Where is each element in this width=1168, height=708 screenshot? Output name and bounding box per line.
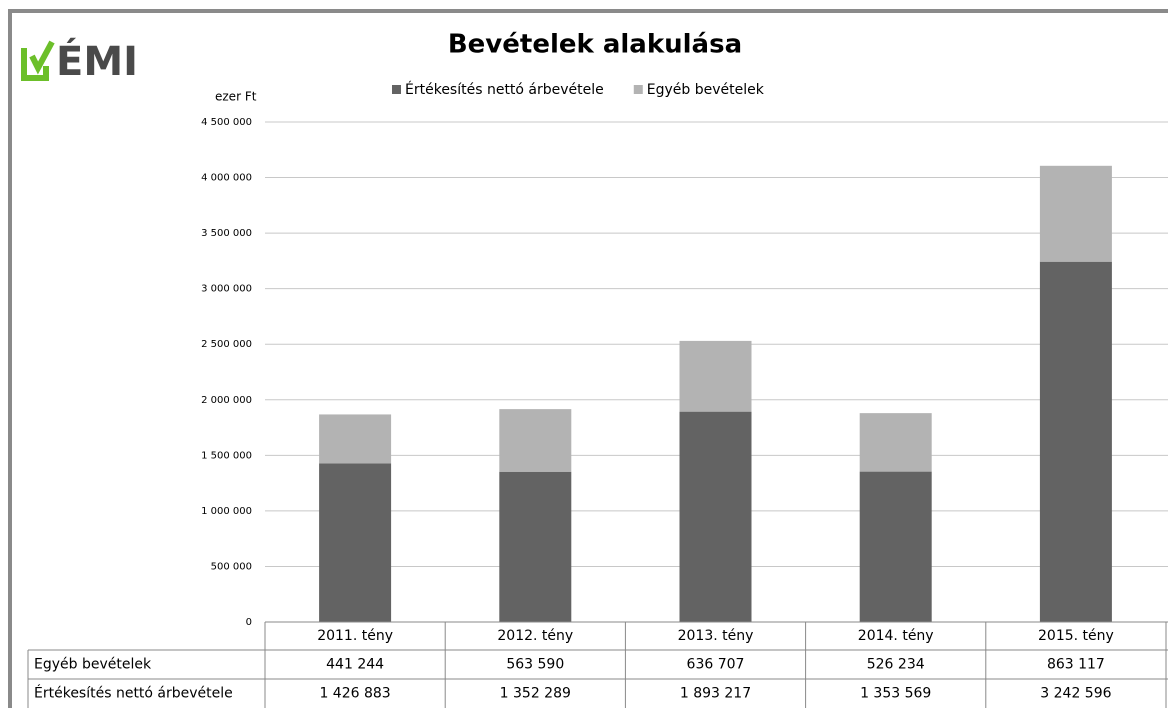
y-tick-label: 0	[246, 617, 252, 628]
table-cell: 636 707	[687, 657, 745, 673]
x-tick-label: 2011. tény	[317, 628, 393, 644]
y-tick-label: 4 000 000	[201, 173, 252, 184]
table-cell: 1 426 883	[319, 686, 390, 702]
y-tick-label: 2 500 000	[201, 339, 252, 350]
bar-segment	[499, 471, 572, 622]
table-row-label: Egyéb bevételek	[34, 657, 152, 673]
x-tick-label: 2014. tény	[858, 628, 934, 644]
legend-label: Értékesítés nettó árbevétele	[405, 81, 604, 98]
bar-segment	[499, 409, 572, 472]
table-cell: 1 893 217	[680, 686, 751, 702]
legend-swatch	[392, 85, 401, 94]
bar-segment	[859, 471, 932, 622]
legend-swatch	[633, 85, 643, 94]
y-tick-label: 1 500 000	[201, 450, 252, 461]
logo-text: ÉMI	[56, 37, 138, 85]
bar-segment	[679, 340, 752, 412]
bar-segment	[319, 414, 392, 464]
y-axis-label: ezer Ft	[215, 90, 257, 104]
table-cell: 441 244	[326, 657, 384, 673]
bar-segment	[859, 413, 932, 472]
bar-segment	[319, 463, 392, 622]
x-tick-label: 2012. tény	[497, 628, 573, 644]
table-cell: 563 590	[506, 657, 564, 673]
bar-segment	[1039, 165, 1112, 262]
table-cell: 1 352 289	[500, 686, 571, 702]
logo-check	[21, 40, 55, 81]
y-tick-label: 4 500 000	[201, 117, 252, 128]
y-tick-label: 500 000	[211, 561, 252, 572]
y-tick-label: 3 000 000	[201, 284, 252, 295]
y-tick-label: 3 500 000	[201, 228, 252, 239]
y-tick-label: 1 000 000	[201, 506, 252, 517]
y-tick-label: 2 000 000	[201, 395, 252, 406]
x-tick-label: 2013. tény	[678, 628, 754, 644]
legend-label: Egyéb bevételek	[647, 82, 765, 98]
table-cell: 526 234	[867, 657, 925, 673]
table-row-label: Értékesítés nettó árbevétele	[34, 685, 233, 702]
bar-segment	[679, 411, 752, 622]
table-cell: 1 353 569	[860, 686, 931, 702]
x-tick-label: 2015. tény	[1038, 628, 1114, 644]
chart-title: Bevételek alakulása	[448, 30, 742, 60]
table-cell: 863 117	[1047, 657, 1105, 673]
bar-segment	[1039, 261, 1112, 622]
table-cell: 3 242 596	[1040, 686, 1111, 702]
